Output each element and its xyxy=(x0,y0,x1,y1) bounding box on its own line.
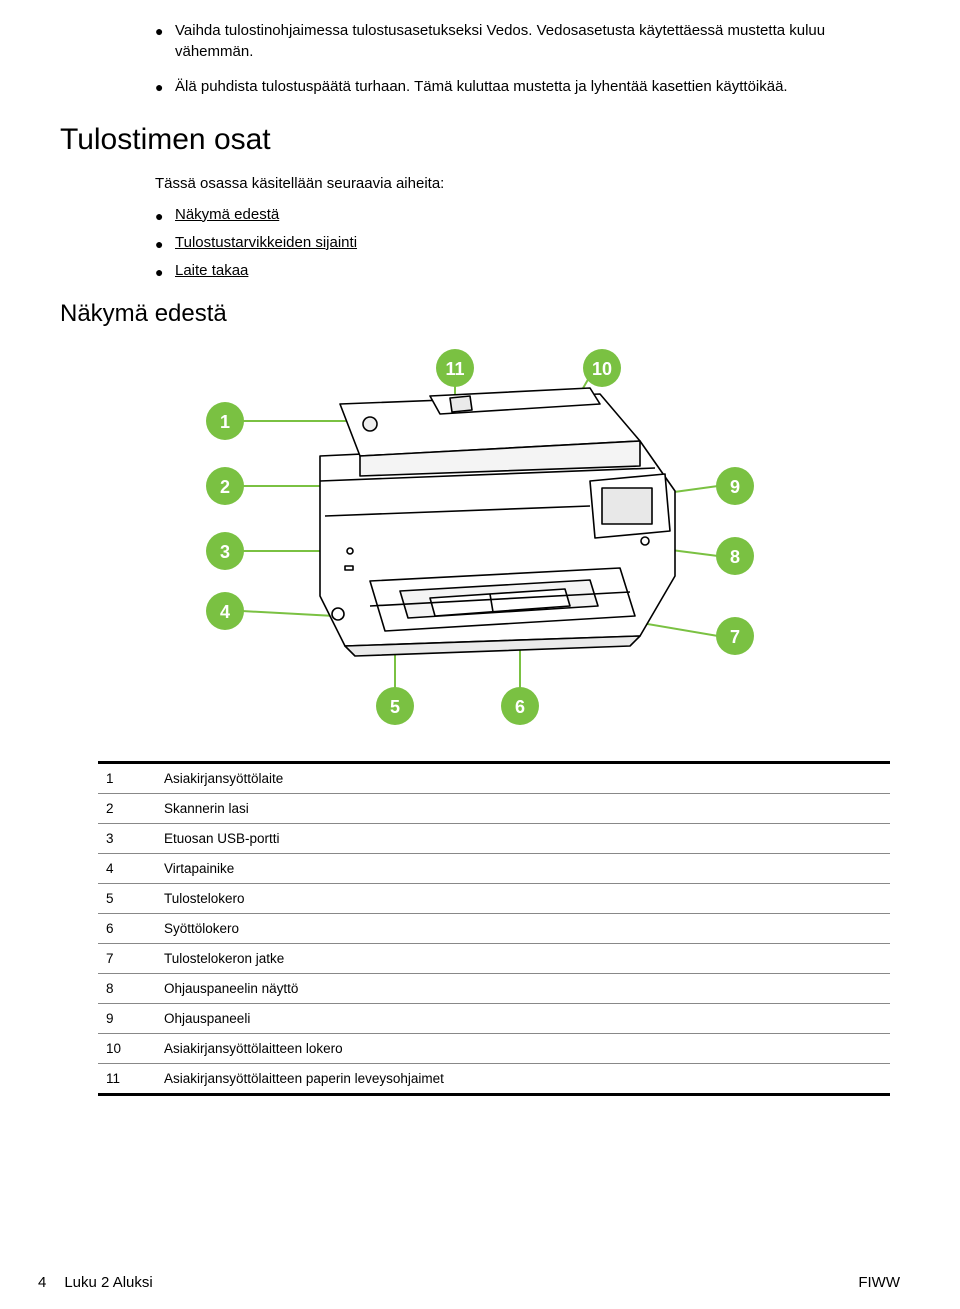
part-label: Syöttölokero xyxy=(164,921,890,936)
part-label: Tulostelokero xyxy=(164,891,890,906)
table-row: 5 Tulostelokero xyxy=(98,884,890,913)
footer-right: FIWW xyxy=(858,1274,900,1291)
bullet-text: Vaihda tulostinohjaimessa tulostusasetuk… xyxy=(175,20,900,62)
callout-4: 4 xyxy=(220,602,230,622)
table-row: 3 Etuosan USB-portti xyxy=(98,824,890,853)
callout-7: 7 xyxy=(730,627,740,647)
part-label: Asiakirjansyöttölaitteen lokero xyxy=(164,1041,890,1056)
link[interactable]: Näkymä edestä xyxy=(175,206,279,224)
part-number: 11 xyxy=(106,1071,164,1086)
table-row: 11 Asiakirjansyöttölaitteen paperin leve… xyxy=(98,1064,890,1093)
part-number: 9 xyxy=(106,1011,164,1026)
table-row: 4 Virtapainike xyxy=(98,854,890,883)
table-divider xyxy=(98,1093,890,1096)
table-row: 6 Syöttölokero xyxy=(98,914,890,943)
part-number: 3 xyxy=(106,831,164,846)
bullet-text: Älä puhdista tulostuspäätä turhaan. Tämä… xyxy=(175,76,788,98)
diagram-wrapper: 1 2 3 4 5 6 7 8 9 10 11 xyxy=(60,346,900,731)
part-label: Etuosan USB-portti xyxy=(164,831,890,846)
callout-2: 2 xyxy=(220,477,230,497)
callout-6: 6 xyxy=(515,697,525,717)
callout-10: 10 xyxy=(592,359,612,379)
part-number: 5 xyxy=(106,891,164,906)
part-label: Asiakirjansyöttölaitteen paperin leveyso… xyxy=(164,1071,890,1086)
callout-9: 9 xyxy=(730,477,740,497)
bullet-icon: ● xyxy=(155,234,175,252)
part-number: 8 xyxy=(106,981,164,996)
callout-1: 1 xyxy=(220,412,230,432)
list-item: ● Älä puhdista tulostuspäätä turhaan. Tä… xyxy=(155,76,900,98)
link-list: ● Näkymä edestä ● Tulostustarvikkeiden s… xyxy=(155,206,900,280)
top-bullet-list: ● Vaihda tulostinohjaimessa tulostusaset… xyxy=(155,20,900,98)
part-number: 10 xyxy=(106,1041,164,1056)
link[interactable]: Tulostustarvikkeiden sijainti xyxy=(175,234,357,252)
list-item: ● Vaihda tulostinohjaimessa tulostusaset… xyxy=(155,20,900,62)
table-row: 9 Ohjauspaneeli xyxy=(98,1004,890,1033)
part-label: Asiakirjansyöttölaite xyxy=(164,771,890,786)
part-label: Virtapainike xyxy=(164,861,890,876)
parts-table: 1 Asiakirjansyöttölaite 2 Skannerin lasi… xyxy=(98,761,890,1096)
table-row: 2 Skannerin lasi xyxy=(98,794,890,823)
part-number: 6 xyxy=(106,921,164,936)
bullet-icon: ● xyxy=(155,206,175,224)
printer-diagram: 1 2 3 4 5 6 7 8 9 10 11 xyxy=(170,346,790,731)
part-label: Skannerin lasi xyxy=(164,801,890,816)
page-container: ● Vaihda tulostinohjaimessa tulostusaset… xyxy=(0,0,960,1309)
part-label: Ohjauspaneeli xyxy=(164,1011,890,1026)
list-item: ● Näkymä edestä xyxy=(155,206,900,224)
bullet-icon: ● xyxy=(155,76,175,98)
table-row: 1 Asiakirjansyöttölaite xyxy=(98,764,890,793)
part-label: Tulostelokeron jatke xyxy=(164,951,890,966)
chapter-label: Luku 2 Aluksi xyxy=(64,1274,152,1291)
part-number: 4 xyxy=(106,861,164,876)
table-row: 10 Asiakirjansyöttölaitteen lokero xyxy=(98,1034,890,1063)
callout-8: 8 xyxy=(730,547,740,567)
page-number: 4 xyxy=(38,1274,46,1291)
bullet-icon: ● xyxy=(155,20,175,62)
page-footer: 4 Luku 2 Aluksi FIWW xyxy=(38,1274,900,1291)
subsection-heading: Näkymä edestä xyxy=(60,300,900,328)
table-row: 7 Tulostelokeron jatke xyxy=(98,944,890,973)
part-number: 7 xyxy=(106,951,164,966)
part-number: 2 xyxy=(106,801,164,816)
intro-text: Tässä osassa käsitellään seuraavia aihei… xyxy=(155,175,900,192)
table-row: 8 Ohjauspaneelin näyttö xyxy=(98,974,890,1003)
list-item: ● Laite takaa xyxy=(155,262,900,280)
callout-3: 3 xyxy=(220,542,230,562)
section-heading: Tulostimen osat xyxy=(60,123,900,157)
callout-11: 11 xyxy=(445,359,464,379)
list-item: ● Tulostustarvikkeiden sijainti xyxy=(155,234,900,252)
part-label: Ohjauspaneelin näyttö xyxy=(164,981,890,996)
part-number: 1 xyxy=(106,771,164,786)
callout-5: 5 xyxy=(390,697,400,717)
bullet-icon: ● xyxy=(155,262,175,280)
link[interactable]: Laite takaa xyxy=(175,262,248,280)
